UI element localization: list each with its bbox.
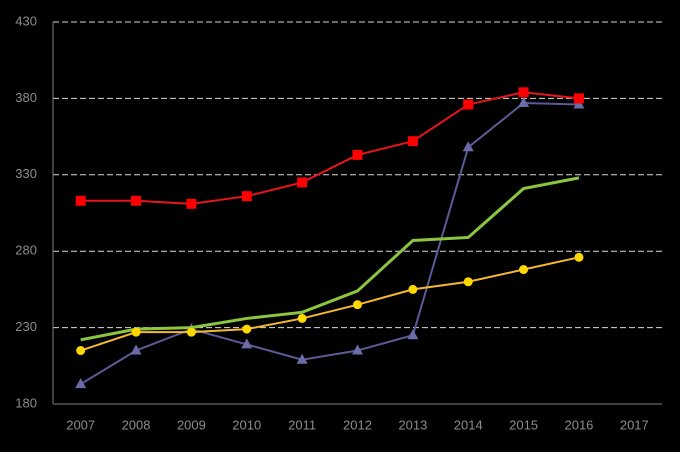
x-tick-label: 2016 — [564, 417, 593, 432]
series-line — [80, 91, 580, 205]
point — [130, 344, 142, 355]
point — [352, 344, 363, 355]
point — [131, 195, 142, 206]
point — [296, 353, 308, 364]
point — [76, 346, 86, 356]
point — [241, 338, 253, 349]
y-tick-label: 280 — [15, 243, 37, 258]
point — [131, 327, 141, 337]
y-tick-label: 430 — [15, 13, 37, 28]
x-tick-label: 2009 — [177, 417, 206, 432]
point — [241, 191, 252, 202]
point — [574, 252, 584, 262]
y-tick-label: 230 — [15, 319, 37, 334]
y-tick-label: 180 — [15, 395, 37, 410]
y-tick-label: 380 — [15, 90, 37, 105]
point — [75, 378, 87, 389]
point — [519, 265, 529, 275]
point — [407, 136, 418, 147]
point — [297, 313, 307, 323]
point — [75, 195, 86, 206]
x-tick-label: 2017 — [620, 417, 649, 432]
x-tick-label: 2007 — [66, 417, 95, 432]
point — [186, 327, 196, 337]
point — [518, 87, 529, 98]
point — [352, 149, 363, 160]
point — [573, 98, 585, 109]
point — [407, 329, 419, 340]
series-line — [80, 101, 579, 385]
x-tick-label: 2015 — [509, 417, 538, 432]
x-tick-label: 2012 — [343, 417, 372, 432]
x-tick-label: 2010 — [232, 417, 261, 432]
x-tick-label: 2014 — [454, 417, 483, 432]
point — [463, 277, 473, 287]
point — [408, 284, 418, 294]
series-line — [80, 256, 580, 352]
x-tick-label: 2008 — [122, 417, 151, 432]
point — [573, 93, 584, 104]
point — [186, 198, 197, 209]
point — [463, 99, 474, 110]
point — [462, 141, 474, 152]
x-tick-label: 2011 — [288, 417, 316, 432]
x-tick-label: 2013 — [398, 417, 427, 432]
y-tick-label: 330 — [15, 166, 37, 181]
point — [297, 177, 308, 188]
point — [353, 300, 362, 310]
point — [242, 324, 252, 334]
point — [518, 96, 530, 107]
series-line — [80, 176, 580, 342]
